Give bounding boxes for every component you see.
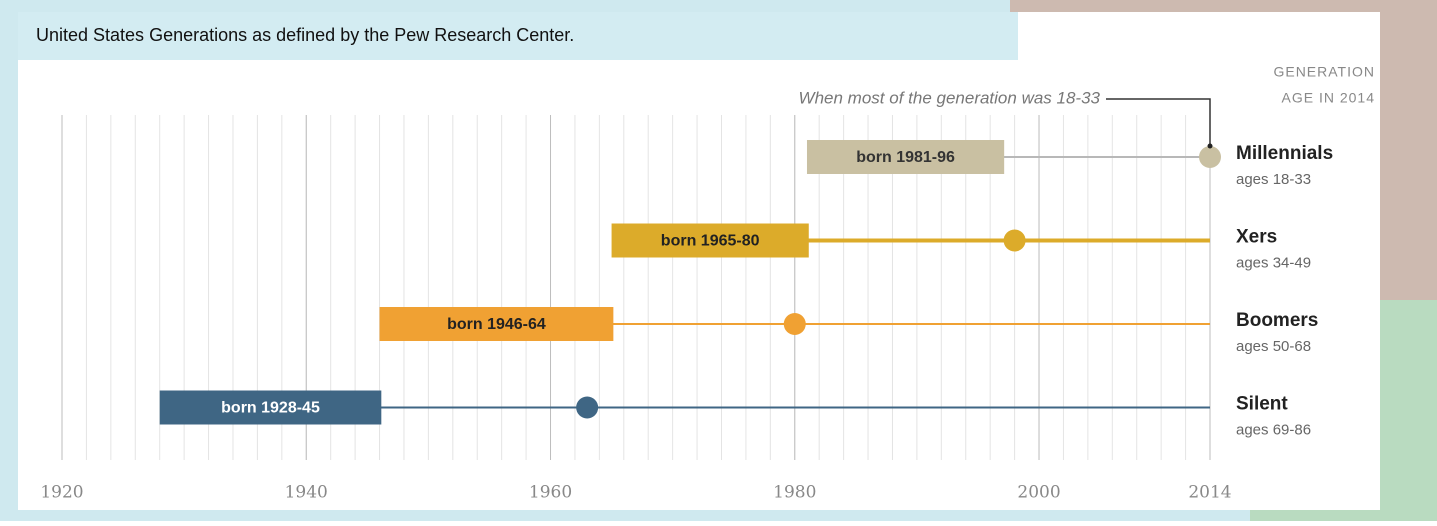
x-tick-label: 1980 (773, 483, 816, 503)
generation-name: Boomers (1236, 310, 1318, 331)
generation-name: Millennials (1236, 143, 1333, 164)
birth-label: born 1981-96 (856, 149, 955, 166)
birth-range (611, 223, 809, 258)
annotation: When most of the generation was 18-33 (799, 88, 1101, 107)
birth-range (806, 140, 1005, 174)
generation-ages: ages 50-68 (1236, 338, 1311, 355)
annotation-point (1207, 143, 1213, 149)
generation-ages: ages 18-33 (1236, 171, 1311, 188)
chart-title: United States Generations as defined by … (36, 25, 574, 45)
header: AGE IN 2014 (1282, 90, 1376, 106)
birth-range (379, 307, 614, 341)
dot (1199, 146, 1221, 168)
x-tick-label: 1920 (40, 483, 83, 503)
generation-ages: ages 34-49 (1236, 254, 1311, 271)
x-tick-label: 1960 (529, 483, 572, 503)
x-tick-label: 2014 (1188, 483, 1231, 503)
birth-label: born 1928-45 (221, 400, 320, 417)
annotation-leader (1106, 98, 1211, 146)
generation-ages: ages 69-86 (1236, 421, 1311, 438)
chart-panel (1018, 12, 1380, 60)
birth-label: born 1965-80 (661, 233, 760, 250)
header: GENERATION (1273, 64, 1375, 80)
dot (783, 313, 806, 335)
marks: born 1981-96 Millennials ages 18-33 born 19… (159, 88, 1333, 438)
dot (1003, 229, 1026, 252)
generation-name: Silent (1236, 394, 1288, 415)
chart-panel (18, 60, 1380, 510)
title-strip (18, 12, 1018, 60)
birth-label: born 1946-64 (447, 316, 546, 333)
x-tick-label: 1940 (285, 483, 328, 503)
x-tick-label: 2000 (1017, 483, 1060, 503)
birth-range (159, 390, 382, 425)
dot (576, 396, 599, 419)
generation-name: Xers (1236, 227, 1277, 248)
